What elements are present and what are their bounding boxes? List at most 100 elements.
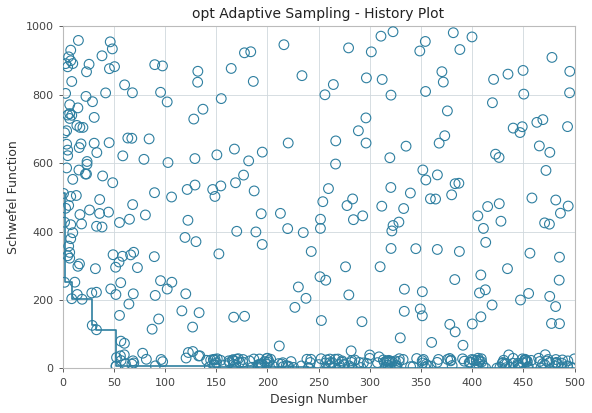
Point [66,235,75,242]
Point [156,278,165,284]
Point [105,38,115,45]
Point [258,241,267,248]
Point [129,360,139,366]
Point [214,251,224,257]
Point [322,356,332,363]
Point [555,254,564,261]
Point [365,355,374,362]
Point [287,358,296,365]
Point [89,114,99,121]
Point [467,33,477,40]
Point [348,196,358,202]
Point [519,91,529,97]
Point [391,358,400,364]
Point [231,180,240,186]
Point [111,363,121,369]
Point [375,263,385,270]
Point [73,104,83,111]
Point [344,45,353,51]
Point [278,363,288,370]
Point [115,353,125,359]
Point [381,358,391,365]
Point [342,202,352,209]
Point [474,361,483,367]
Point [112,354,121,361]
Point [383,362,392,368]
Point [317,317,326,324]
Point [551,197,561,203]
Point [138,350,147,356]
Point [220,362,229,368]
Point [65,102,75,108]
Point [284,140,293,146]
Point [188,324,197,330]
Point [281,362,291,369]
Point [465,359,475,366]
Point [431,196,440,202]
Point [209,357,218,363]
Point [515,129,525,136]
Point [277,361,287,367]
Point [401,143,411,150]
Point [262,361,272,368]
Point [564,203,573,209]
Point [247,364,257,370]
Point [477,358,487,365]
Point [60,130,69,136]
Point [216,183,226,189]
Point [326,359,335,366]
Point [489,76,498,83]
Point [536,365,546,371]
Point [126,252,136,258]
Point [427,339,436,346]
Point [188,348,198,355]
Point [316,216,325,223]
Point [471,357,481,364]
Point [262,355,271,362]
Point [321,360,330,366]
Point [487,301,497,308]
Point [88,98,97,105]
Point [163,159,173,166]
Point [240,313,249,320]
Point [387,228,397,234]
Point [210,361,219,368]
Point [275,343,284,349]
Point [88,322,97,329]
Point [304,364,313,371]
Point [357,318,366,325]
Point [150,190,159,196]
Point [111,291,121,298]
Point [415,47,424,54]
Point [239,356,248,363]
Point [394,358,404,365]
Point [128,290,138,297]
Point [346,348,356,354]
Point [147,326,157,332]
Point [417,313,427,319]
Point [302,356,311,363]
Point [514,361,523,368]
Point [72,192,81,199]
Point [290,304,300,311]
Point [366,49,376,55]
Point [110,63,119,70]
Point [557,360,567,366]
Point [551,360,561,366]
Point [73,263,83,270]
Point [283,363,292,370]
Point [361,140,371,146]
Point [61,90,70,97]
Point [476,313,485,320]
Point [547,320,556,327]
Point [257,363,266,370]
Point [66,57,75,64]
Point [347,364,356,371]
Point [388,28,398,35]
Point [551,363,560,369]
Point [315,273,324,280]
Point [378,76,387,83]
Point [418,167,427,173]
Point [128,201,137,208]
Point [184,349,193,356]
